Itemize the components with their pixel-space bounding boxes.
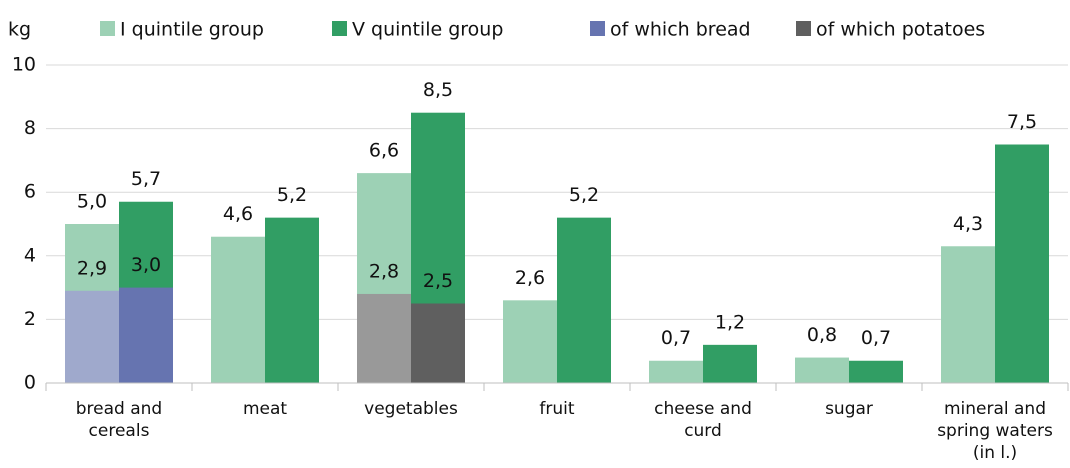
data-label: 8,5 [423, 79, 453, 101]
bar [995, 144, 1049, 383]
x-tick-label: vegetables [364, 399, 458, 419]
data-label: 4,3 [953, 213, 983, 235]
legend-swatch [796, 21, 811, 36]
data-label: 1,2 [715, 311, 745, 333]
legend-swatch [100, 21, 115, 36]
data-label: 5,7 [131, 168, 161, 190]
x-tick-label: bread and cereals [75, 399, 163, 441]
legend-swatch [332, 21, 347, 36]
data-label: 2,6 [515, 267, 545, 289]
y-tick-label: 2 [24, 308, 36, 330]
bar [411, 303, 465, 383]
x-tick-label: mineral and spring waters (in l.) [937, 399, 1053, 463]
bar [503, 300, 557, 383]
x-tick-label: meat [242, 399, 288, 419]
data-label: 2,9 [77, 257, 107, 279]
bar [557, 217, 611, 383]
bar [265, 217, 319, 383]
y-tick-label: 4 [24, 244, 36, 266]
y-tick-label: 8 [24, 117, 36, 139]
y-tick-label: 6 [24, 181, 36, 203]
legend-label: of which bread [610, 19, 751, 41]
bar [941, 246, 995, 383]
data-label: 2,5 [423, 270, 453, 292]
data-label: 0,8 [807, 324, 837, 346]
x-tick-label: fruit [539, 399, 575, 419]
bar [65, 290, 119, 383]
bar [849, 360, 903, 383]
data-label: 5,2 [569, 184, 599, 206]
data-label: 4,6 [223, 203, 253, 225]
bar [703, 344, 757, 383]
legend-label: V quintile group [352, 19, 503, 41]
legend-label: of which potatoes [816, 19, 985, 41]
data-label: 6,6 [369, 140, 399, 162]
y-axis-label: kg [8, 19, 31, 41]
x-tick-label: cheese and curd [654, 399, 752, 441]
bar [649, 360, 703, 383]
data-label: 2,8 [369, 260, 399, 282]
data-label: 7,5 [1007, 111, 1037, 133]
bar [795, 357, 849, 383]
y-tick-label: 10 [12, 54, 36, 76]
x-tick-label: sugar [825, 399, 873, 419]
bar [357, 293, 411, 383]
bar [119, 287, 173, 383]
y-tick-label: 0 [24, 372, 36, 394]
data-label: 5,0 [77, 191, 107, 213]
data-label: 5,2 [277, 184, 307, 206]
data-label: 0,7 [661, 327, 691, 349]
bar [211, 236, 265, 383]
legend-label: I quintile group [120, 19, 264, 41]
data-label: 0,7 [861, 327, 891, 349]
legend-swatch [590, 21, 605, 36]
data-label: 3,0 [131, 254, 161, 276]
